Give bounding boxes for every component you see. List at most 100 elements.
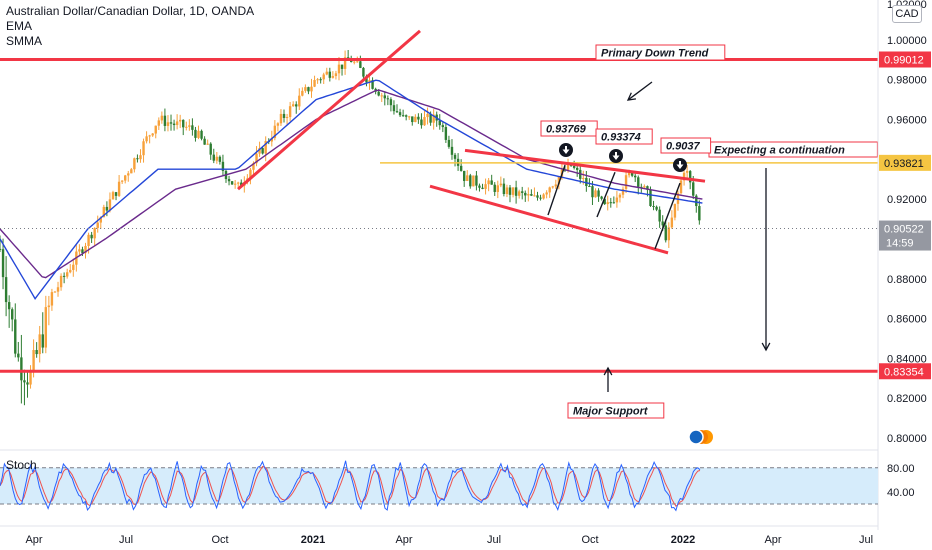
candle-body <box>240 182 243 186</box>
y-tick-label: 0.82000 <box>887 393 927 405</box>
candle-body <box>426 113 429 118</box>
time-axis: Apr Jul Oct 2021 Apr Jul Oct 2022 Apr Jul <box>25 534 873 546</box>
candle-body <box>420 119 423 126</box>
candle-body <box>447 139 451 147</box>
candle-body <box>609 202 612 204</box>
y-tick-label: 0.98000 <box>887 75 927 87</box>
candle-body <box>362 67 365 77</box>
candle-body <box>392 105 396 112</box>
candle-body <box>539 197 542 199</box>
candle-body <box>99 217 102 223</box>
candle-body <box>551 186 554 188</box>
smma-line <box>0 89 703 279</box>
candle-body <box>328 71 332 78</box>
candle-body <box>32 349 35 372</box>
peak-marker-arrow <box>612 152 620 160</box>
candle-body <box>637 177 640 187</box>
x-tick-label: Apr <box>764 534 781 546</box>
x-tick-label: Oct <box>581 534 598 546</box>
candle-body <box>566 162 570 171</box>
level-badge <box>879 363 931 380</box>
candle-body <box>695 195 698 207</box>
candle-body <box>508 187 512 195</box>
candle-body <box>389 99 393 106</box>
candle-body <box>505 187 509 195</box>
candle-body <box>26 382 29 385</box>
candle-body <box>20 357 23 381</box>
currency-badge[interactable]: CAD <box>892 5 922 23</box>
candle-body <box>591 186 594 198</box>
stoch-tick-label: 80.00 <box>887 463 915 475</box>
candle-body <box>313 80 316 87</box>
y-tick-label: 0.88000 <box>887 274 927 286</box>
candle-body <box>258 148 261 154</box>
candle-body <box>542 194 545 199</box>
candle-body <box>634 175 637 178</box>
price-axis: 1.020001.000000.980000.960000.920000.880… <box>877 0 932 550</box>
candle-body <box>142 141 145 156</box>
candle-body <box>597 190 600 197</box>
candle-body <box>203 138 206 145</box>
candle-body <box>484 184 487 189</box>
candle-body <box>212 154 215 161</box>
candle-body <box>151 133 154 136</box>
level-badge-label: 0.99012 <box>884 54 924 66</box>
lower-channel-line <box>429 184 669 255</box>
candle-body <box>111 192 115 200</box>
candle-body <box>398 112 402 116</box>
candle-body <box>646 186 649 190</box>
candle-body <box>337 64 341 74</box>
ema-line <box>0 79 703 300</box>
candle-body <box>649 189 652 206</box>
candle-body <box>87 234 90 246</box>
candle-body <box>38 334 41 355</box>
candle-body <box>472 175 475 187</box>
support-arrow-head <box>603 366 613 376</box>
candle-body <box>698 206 701 221</box>
candle-body <box>50 292 54 306</box>
candle-body <box>255 153 258 164</box>
candle-body <box>53 291 57 293</box>
level-badge-label: 0.83354 <box>884 366 924 378</box>
candle-body <box>175 121 179 126</box>
last-price-label: 0.90522 <box>884 224 924 236</box>
candle-body <box>56 287 60 292</box>
candle-body <box>310 86 313 92</box>
stoch-band <box>0 467 878 504</box>
candle-body <box>511 187 515 195</box>
candle-body <box>120 180 124 182</box>
candle-body <box>575 167 579 170</box>
candle-body <box>206 143 209 145</box>
candle-body <box>450 146 454 155</box>
candle-body <box>655 206 658 210</box>
candle-body <box>404 115 408 117</box>
candle-body <box>157 120 161 126</box>
candle-body <box>301 90 304 96</box>
candle-body <box>383 95 386 99</box>
candle-body <box>191 125 194 130</box>
smma-label: SMMA <box>6 34 42 48</box>
candle-body <box>487 180 490 185</box>
candle-body <box>322 74 325 80</box>
candle-body <box>307 87 310 92</box>
candle-body <box>395 111 399 113</box>
candle-body <box>630 172 634 176</box>
candle-body <box>493 184 496 192</box>
candle-body <box>252 163 255 170</box>
support-label: Major Support <box>573 406 649 418</box>
x-tick-label: Jul <box>119 534 133 546</box>
candle-body <box>688 171 692 183</box>
candle-body <box>524 192 527 196</box>
candle-body <box>585 177 588 187</box>
candle-body <box>276 123 280 126</box>
wave-line <box>654 182 681 250</box>
candle-body <box>249 169 252 179</box>
candle-body <box>145 136 148 142</box>
y-tick-label: 0.92000 <box>887 194 927 206</box>
candle-body <box>81 249 84 254</box>
candle-body <box>368 80 371 83</box>
axis-bg <box>878 0 932 550</box>
candle-body <box>548 187 551 193</box>
primary-trend-label-box <box>595 44 726 61</box>
